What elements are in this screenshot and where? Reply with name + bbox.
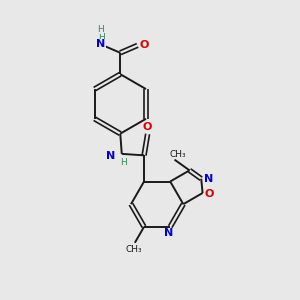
Text: H: H (97, 25, 104, 34)
Text: N: N (106, 151, 115, 161)
Text: CH₃: CH₃ (170, 150, 186, 159)
Text: O: O (204, 190, 214, 200)
Text: N: N (164, 228, 173, 238)
Text: H: H (120, 158, 127, 167)
Text: H: H (98, 33, 105, 42)
Text: O: O (143, 122, 152, 132)
Text: N: N (96, 40, 105, 50)
Text: CH₃: CH₃ (125, 245, 142, 254)
Text: O: O (140, 40, 149, 50)
Text: N: N (204, 174, 213, 184)
